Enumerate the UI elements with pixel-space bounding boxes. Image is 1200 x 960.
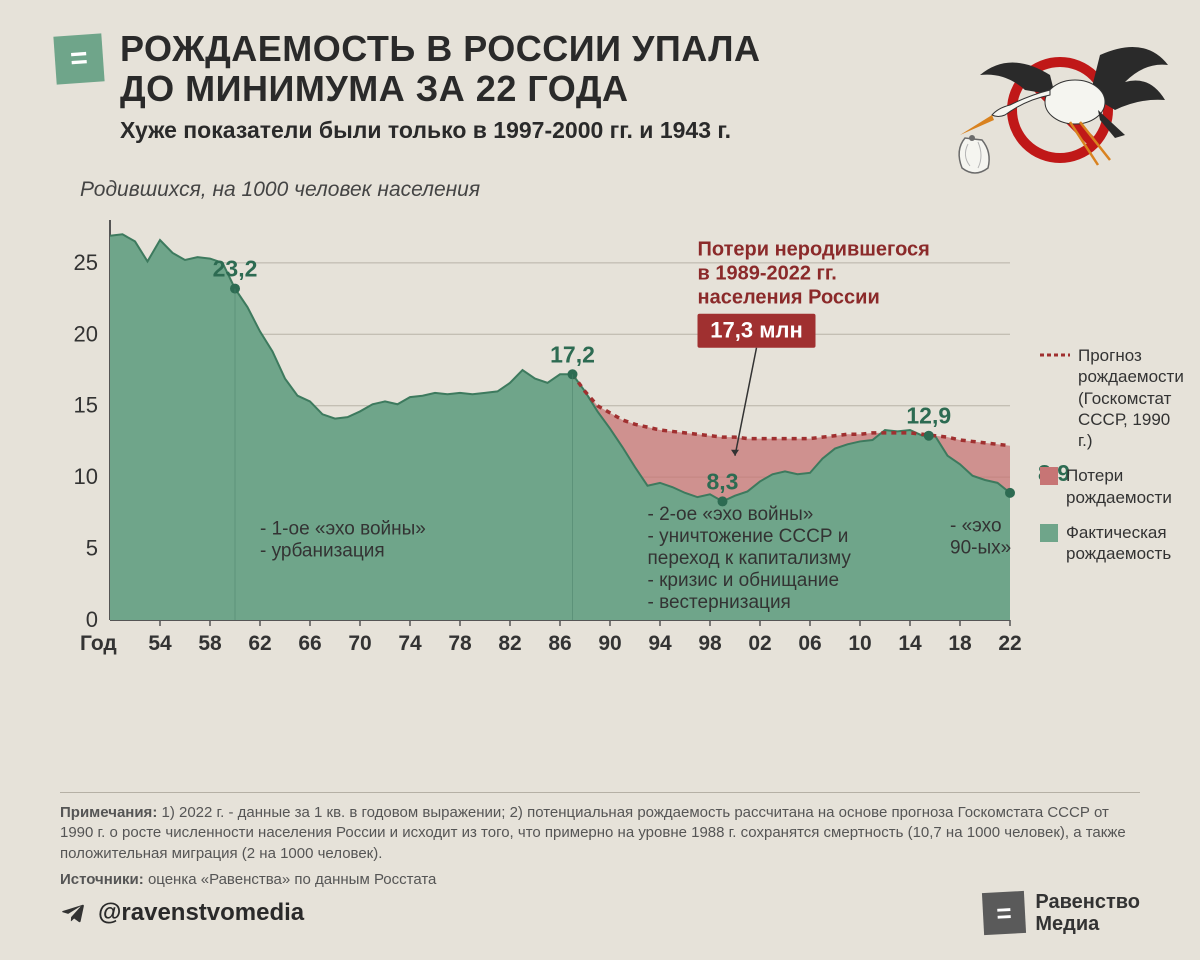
svg-text:- уничтожение СССР и: - уничтожение СССР и	[648, 526, 849, 547]
svg-text:0: 0	[86, 607, 98, 632]
svg-text:82: 82	[498, 632, 521, 655]
footer: @ravenstvomedia = Равенство Медиа	[60, 891, 1140, 935]
telegram-handle: @ravenstvomedia	[60, 899, 304, 927]
chart-legend: Прогноз рождаемости (Госкомстат СССР, 19…	[1040, 345, 1185, 578]
handle-text: @ravenstvomedia	[98, 899, 304, 927]
svg-text:в 1989-2022 гг.: в 1989-2022 гг.	[698, 263, 837, 285]
legend-forecast: Прогноз рождаемости (Госкомстат СССР, 19…	[1040, 345, 1185, 451]
svg-text:18: 18	[948, 632, 972, 655]
svg-text:58: 58	[198, 632, 222, 655]
svg-text:94: 94	[648, 632, 672, 655]
svg-text:98: 98	[698, 632, 722, 655]
svg-text:10: 10	[74, 464, 98, 489]
source-label: Источники:	[60, 871, 144, 888]
svg-text:- 1-ое «эхо войны»: - 1-ое «эхо войны»	[260, 518, 426, 539]
svg-text:переход к капитализму: переход к капитализму	[648, 548, 852, 569]
svg-text:12,9: 12,9	[906, 403, 951, 429]
stork-illustration	[950, 40, 1170, 190]
legend-actual-swatch	[1040, 524, 1058, 542]
svg-text:8,3: 8,3	[707, 468, 739, 494]
title-line1: РОЖДАЕМОСТЬ В РОССИИ УПАЛА	[120, 28, 760, 69]
page-subtitle: Хуже показатели были только в 1997-2000 …	[120, 117, 731, 144]
logo-icon: =	[53, 33, 104, 84]
svg-text:74: 74	[398, 632, 422, 655]
svg-text:- вестернизация: - вестернизация	[648, 592, 791, 613]
legend-actual-label: Фактическая рождаемость	[1066, 522, 1185, 565]
svg-text:66: 66	[298, 632, 321, 655]
y-axis-label: Родившихся, на 1000 человек населения	[80, 178, 480, 202]
svg-text:Потери неродившегося: Потери неродившегося	[698, 239, 930, 261]
svg-text:10: 10	[848, 632, 871, 655]
svg-text:17,2: 17,2	[550, 341, 595, 367]
svg-text:населения России: населения России	[698, 287, 880, 309]
svg-text:70: 70	[348, 632, 371, 655]
svg-text:78: 78	[448, 632, 472, 655]
svg-text:54: 54	[148, 632, 172, 655]
brand-line2: Медиа	[1035, 913, 1099, 935]
brand-line1: Равенство	[1035, 891, 1140, 913]
svg-text:86: 86	[548, 632, 571, 655]
svg-text:- урбанизация: - урбанизация	[260, 540, 385, 561]
svg-text:90-ых»: 90-ых»	[950, 537, 1011, 558]
svg-text:- кризис и обнищание: - кризис и обнищание	[648, 570, 840, 591]
footnote-text: 1) 2022 г. - данные за 1 кв. в годовом в…	[60, 804, 1126, 862]
svg-text:20: 20	[74, 321, 98, 346]
svg-text:Год: Год	[80, 632, 117, 655]
legend-actual: Фактическая рождаемость	[1040, 522, 1185, 565]
svg-text:62: 62	[248, 632, 271, 655]
birthrate-chart: 0 5 10 15 20 25 54 58 62 66 70 74 78 82 86 90 94 98 02 06 10…	[60, 210, 1020, 720]
legend-loss-label: Потери рождаемости	[1066, 465, 1185, 508]
brand: = Равенство Медиа	[983, 891, 1140, 935]
telegram-icon	[60, 899, 88, 927]
svg-text:06: 06	[798, 632, 821, 655]
svg-text:5: 5	[86, 536, 98, 561]
legend-loss-swatch	[1040, 467, 1058, 485]
svg-text:- «эхо: - «эхо	[950, 515, 1002, 536]
legend-loss: Потери рождаемости	[1040, 465, 1185, 508]
svg-text:- 2-ое «эхо войны»: - 2-ое «эхо войны»	[648, 504, 814, 525]
footnote-label: Примечания:	[60, 804, 157, 821]
svg-text:14: 14	[898, 632, 922, 655]
source-text: оценка «Равенства» по данным Росстата	[144, 871, 437, 888]
chart-svg: 0 5 10 15 20 25 54 58 62 66 70 74 78 82 86 90 94 98 02 06 10…	[60, 210, 1180, 770]
svg-text:22: 22	[998, 632, 1021, 655]
brand-icon: =	[982, 891, 1026, 935]
footnotes: Примечания: 1) 2022 г. - данные за 1 кв.…	[60, 792, 1140, 890]
svg-text:25: 25	[74, 250, 98, 275]
svg-text:15: 15	[74, 393, 98, 418]
title-line2: ДО МИНИМУМА ЗА 22 ГОДА	[120, 68, 628, 109]
svg-text:23,2: 23,2	[213, 256, 258, 282]
svg-text:02: 02	[748, 632, 771, 655]
page-title: РОЖДАЕМОСТЬ В РОССИИ УПАЛА ДО МИНИМУМА З…	[120, 29, 760, 110]
svg-text:90: 90	[598, 632, 621, 655]
legend-forecast-label: Прогноз рождаемости (Госкомстат СССР, 19…	[1078, 345, 1185, 451]
svg-text:17,3 млн: 17,3 млн	[710, 318, 802, 343]
